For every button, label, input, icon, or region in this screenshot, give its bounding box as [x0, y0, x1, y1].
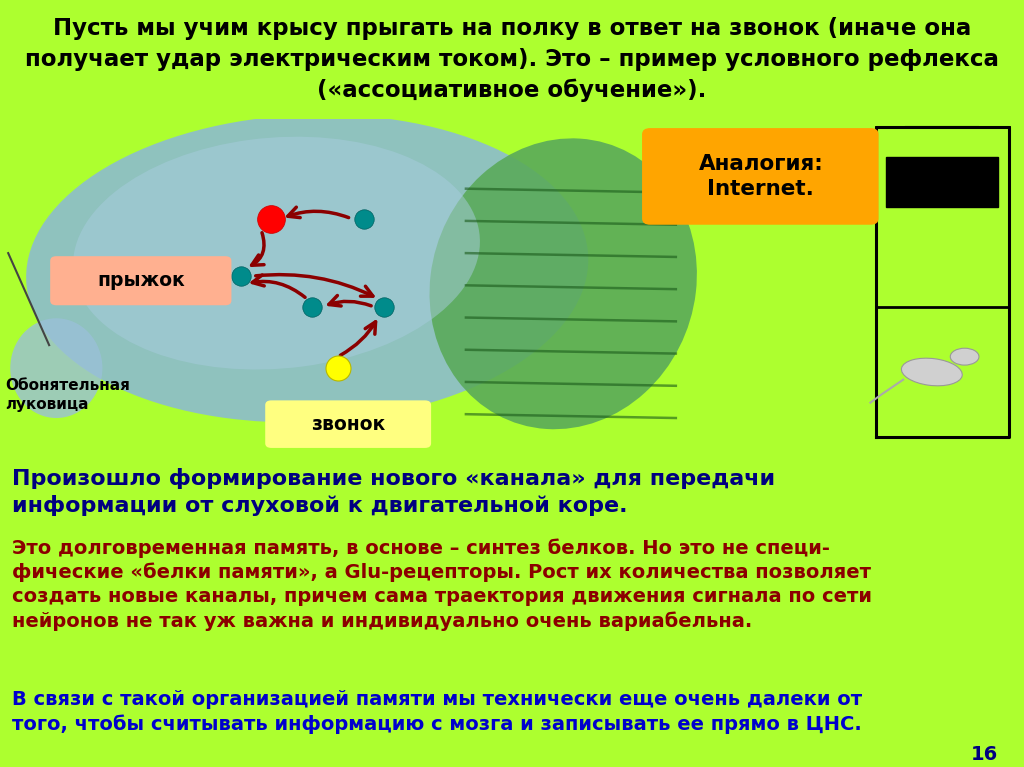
Text: В связи с такой организацией памяти мы технически еще очень далеки от
того, чтоб: В связи с такой организацией памяти мы т…: [12, 690, 862, 734]
Text: Произошло формирование нового «канала» для передачи
информации от слуховой к дви: Произошло формирование нового «канала» д…: [12, 468, 775, 516]
Text: звонок: звонок: [311, 415, 385, 433]
Ellipse shape: [26, 114, 589, 423]
Text: Обонятельная
луковица: Обонятельная луковица: [5, 378, 130, 412]
Text: 16: 16: [971, 746, 998, 765]
FancyBboxPatch shape: [886, 157, 998, 207]
Ellipse shape: [429, 138, 697, 430]
Ellipse shape: [10, 318, 102, 418]
Ellipse shape: [73, 137, 480, 370]
Text: Это долговременная память, в основе – синтез белков. Но это не специ-
фические «: Это долговременная память, в основе – си…: [12, 538, 872, 630]
FancyBboxPatch shape: [50, 256, 231, 305]
FancyBboxPatch shape: [265, 400, 431, 448]
Text: прыжок: прыжок: [97, 272, 185, 290]
Ellipse shape: [950, 348, 979, 365]
FancyBboxPatch shape: [642, 128, 879, 225]
Text: Пусть мы учим крысу прыгать на полку в ответ на звонок (иначе она
получает удар : Пусть мы учим крысу прыгать на полку в о…: [25, 17, 999, 102]
Text: Аналогия:
Internet.: Аналогия: Internet.: [698, 154, 823, 199]
Ellipse shape: [901, 358, 963, 386]
